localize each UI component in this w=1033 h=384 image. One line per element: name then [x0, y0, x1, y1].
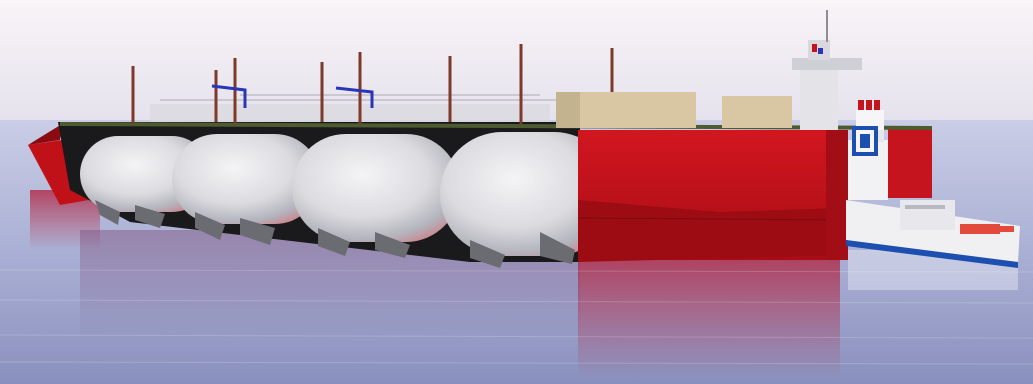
water-ripples	[0, 269, 1033, 365]
tank-2	[172, 134, 320, 245]
deck-equipment	[131, 44, 792, 128]
tank-3	[292, 134, 460, 258]
process-module-2	[722, 96, 792, 128]
tugboat	[846, 100, 1020, 268]
blue-pipes	[211, 84, 374, 108]
superstructure	[792, 10, 862, 130]
hull-stern-block	[888, 128, 932, 198]
tugboat-exhaust	[858, 100, 880, 110]
tank-4	[440, 132, 616, 268]
deck	[60, 122, 932, 130]
lng-tanks	[80, 132, 616, 268]
hull-stern	[577, 130, 848, 262]
vent-masts	[131, 44, 614, 124]
